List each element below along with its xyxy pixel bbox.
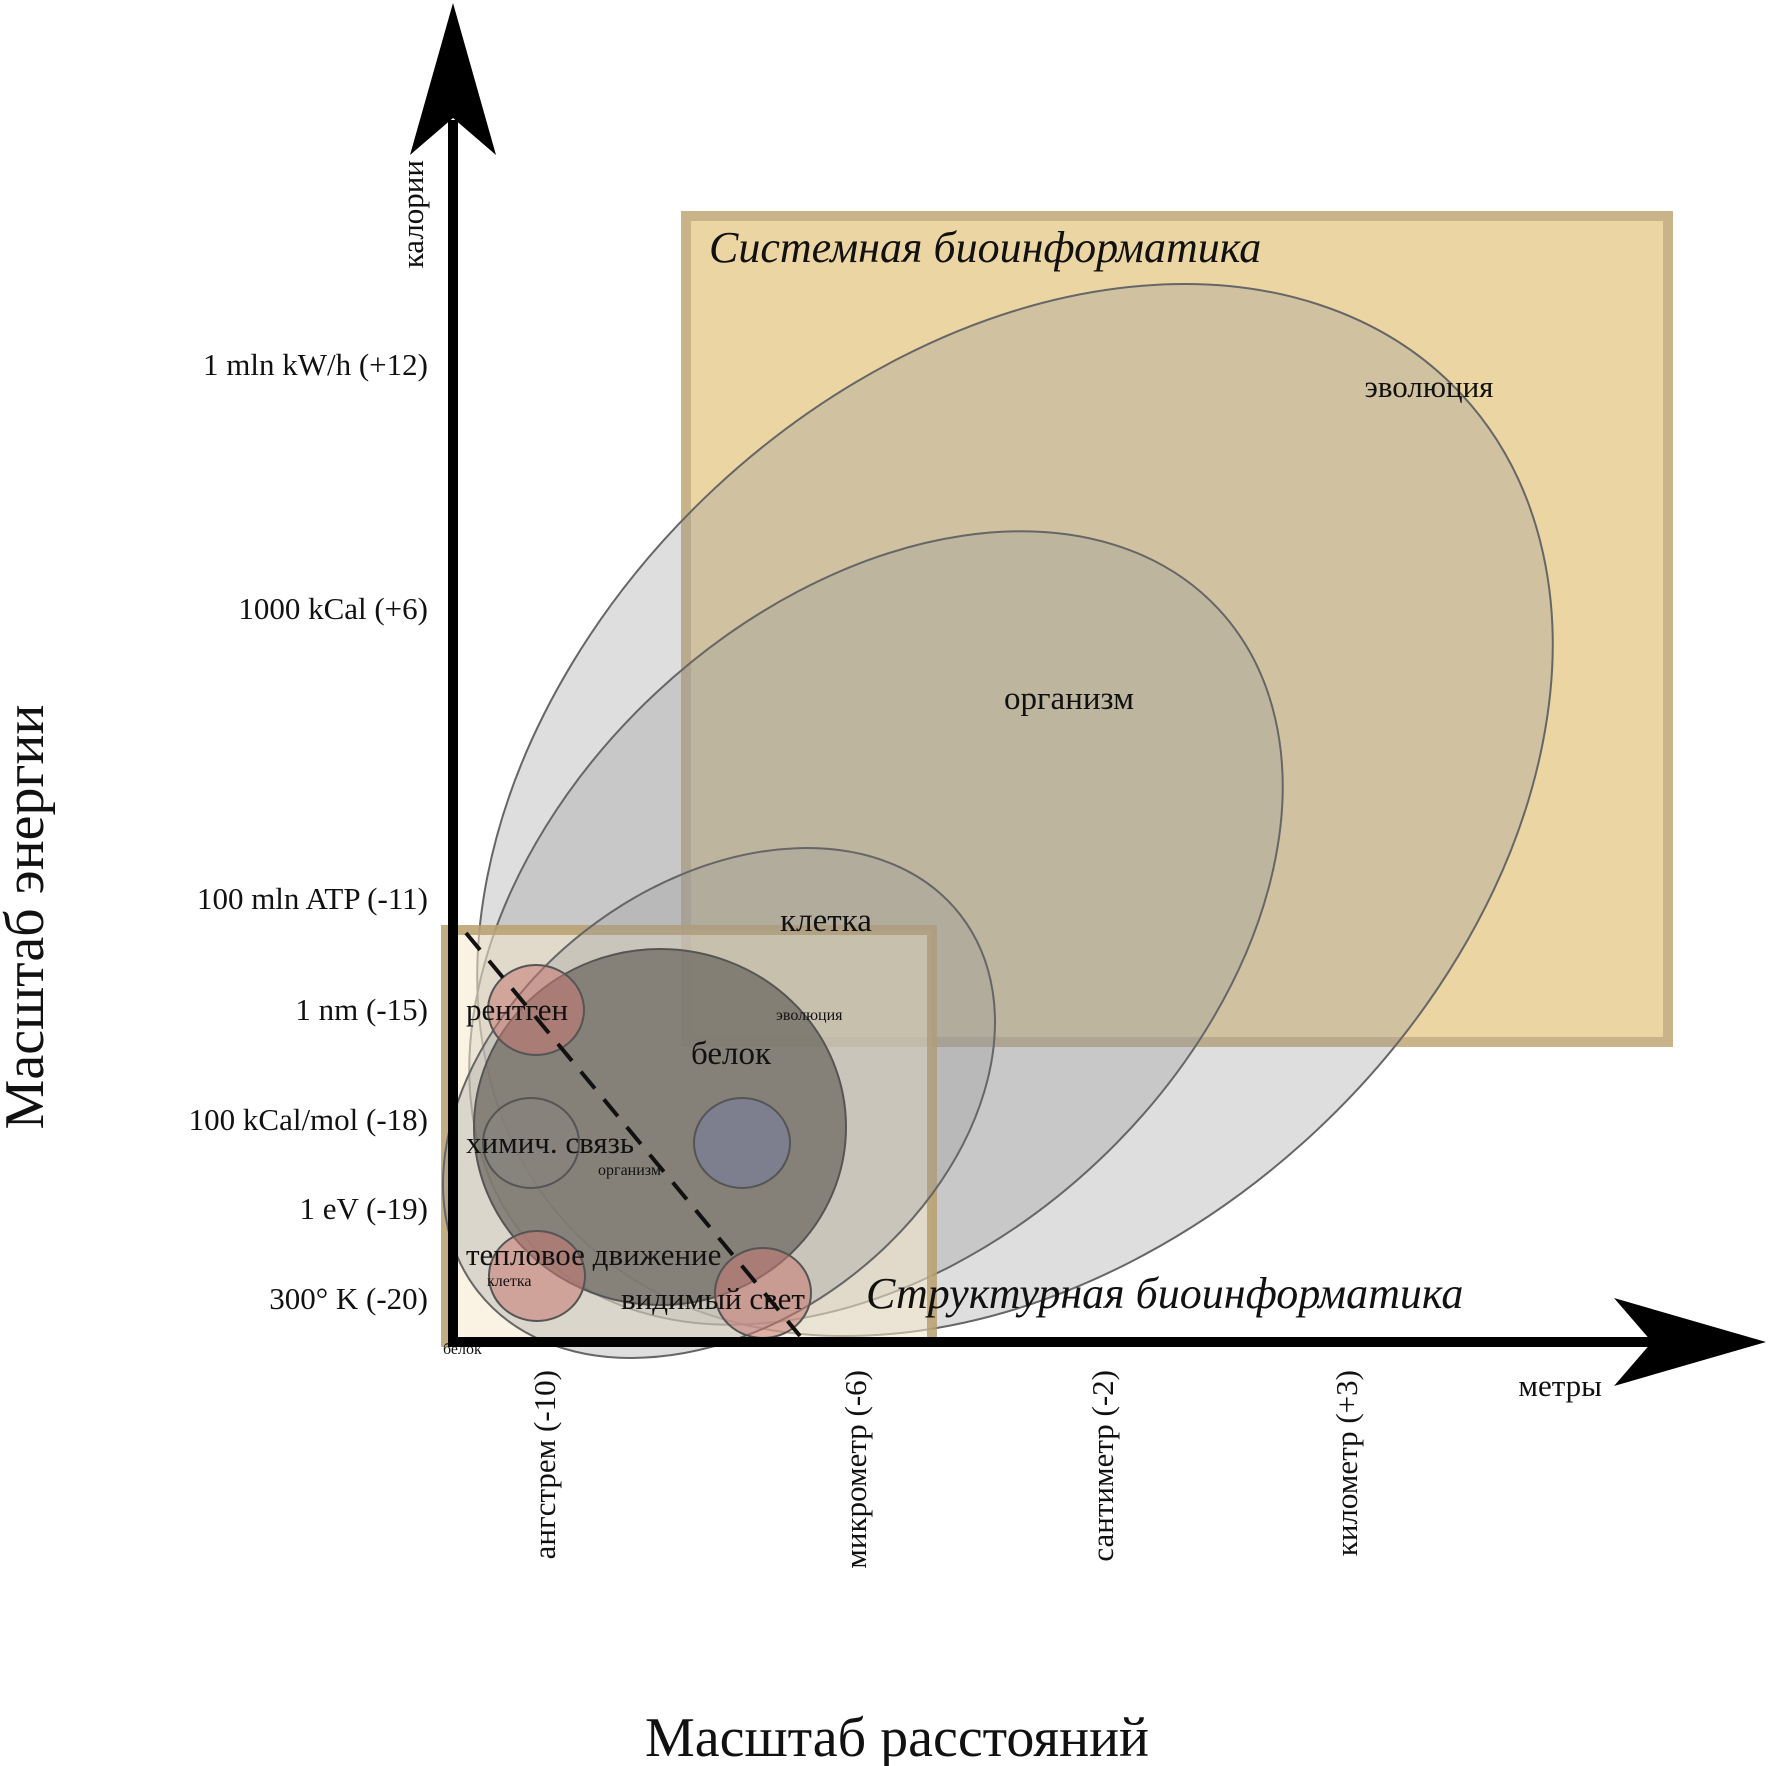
x-tick-label: сантиметр (-2) <box>1085 1370 1120 1562</box>
x-axis-arrow-icon <box>1614 1298 1766 1386</box>
y-tick-label: 1 nm (-15) <box>295 992 428 1027</box>
protein-small-label: белок <box>443 1341 482 1358</box>
y-tick-label: 300° K (-20) <box>269 1281 428 1316</box>
thermal-motion-label: тепловое движение <box>466 1237 721 1272</box>
xray-label: рентген <box>466 992 568 1027</box>
organism-small-label: организм <box>598 1162 661 1179</box>
evolution-small-label: эволюция <box>776 1007 843 1024</box>
y-tick-label: 100 mln ATP (-11) <box>197 881 428 916</box>
y-tick-label: 100 kCal/mol (-18) <box>189 1102 428 1137</box>
systems-bioinformatics-region <box>681 211 1673 1047</box>
dashed-diagonal <box>464 931 802 1338</box>
cell-label: клетка <box>780 903 872 939</box>
y-axis-arrow-icon <box>410 3 496 155</box>
chem-bond-label: химич. связь <box>466 1125 634 1160</box>
systems-bioinformatics-title: Системная биоинформатика <box>709 223 1261 272</box>
x-tick-label: микрометр (-6) <box>838 1370 873 1569</box>
y-tick-label: 1 eV (-19) <box>299 1191 428 1226</box>
protein-label: белок <box>691 1036 772 1072</box>
x-tick-label: километр (+3) <box>1329 1370 1364 1556</box>
x-axis-unit: метры <box>1518 1368 1602 1403</box>
y-axis-unit: калории <box>395 160 430 268</box>
y-tick-label: 1000 kCal (+6) <box>238 591 428 626</box>
x-tick-label: ангстрем (-10) <box>527 1370 562 1559</box>
evolution-label: эволюция <box>1365 369 1494 404</box>
xray-marker <box>487 964 585 1056</box>
cell-small-label: клетка <box>487 1273 531 1290</box>
thermal-motion-marker <box>488 1230 586 1322</box>
structural-bioinformatics-title: Структурная биоинформатика <box>866 1269 1463 1318</box>
y-axis-title: Масштаб энергии <box>0 705 56 1130</box>
chem-bond-marker <box>482 1097 580 1189</box>
blue-marker <box>693 1097 791 1189</box>
x-axis-title: Масштаб расстояний <box>645 1707 1149 1766</box>
y-tick-label: 1 mln kW/h (+12) <box>203 347 428 382</box>
organism-label: организм <box>1004 681 1134 717</box>
visible-light-label: видимый свет <box>621 1281 805 1316</box>
